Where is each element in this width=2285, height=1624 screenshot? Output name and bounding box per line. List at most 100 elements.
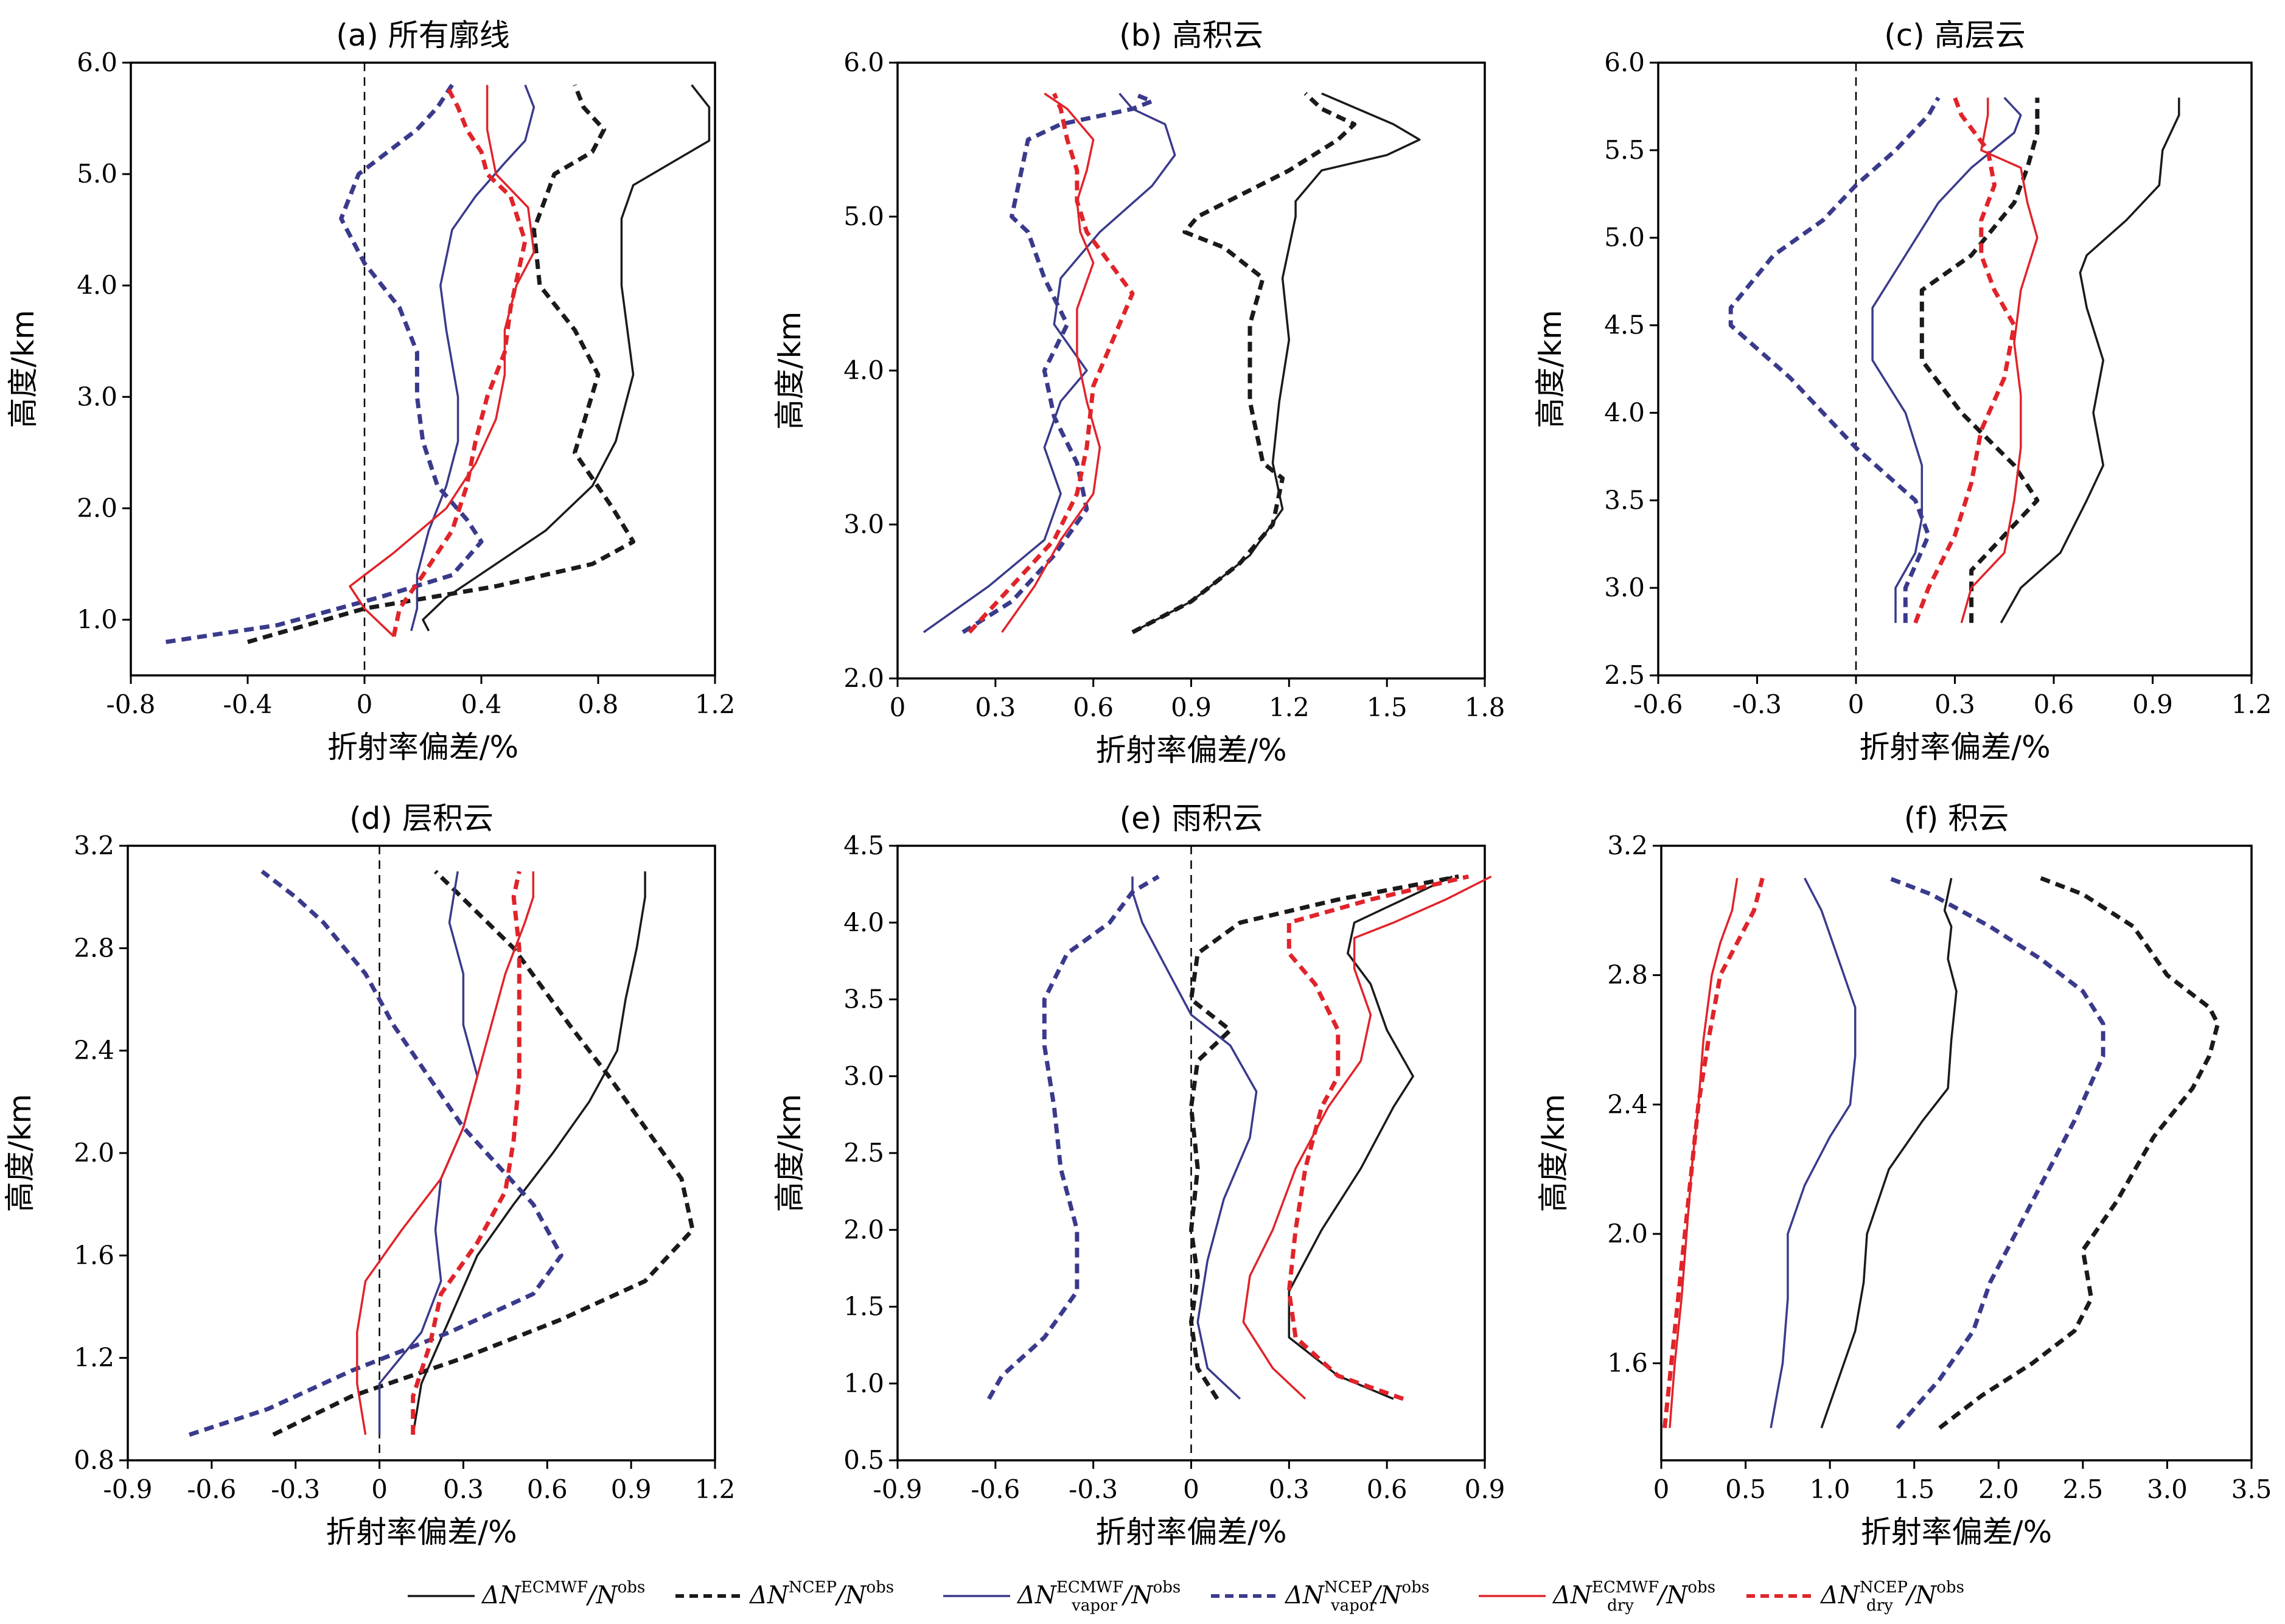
series-line-dry-ecmwf [1242, 875, 1492, 1400]
y-tick-label: 3.5 [843, 985, 884, 1014]
x-tick-label: 0.6 [527, 1474, 568, 1504]
series-line-vapor-ecmwf [1131, 876, 1258, 1400]
y-tick-label: 2.5 [843, 1138, 884, 1168]
panel-title: (a) 所有廓线 [336, 18, 510, 53]
series-line-ncep [1919, 97, 2040, 623]
x-axis-title: 折射率偏差/% [1095, 733, 1286, 768]
y-tick-label: 3.0 [77, 382, 117, 411]
y-tick-label: 5.0 [1604, 223, 1645, 253]
series-line-dry-ncep [968, 92, 1135, 634]
y-tick-label: 2.0 [843, 1215, 884, 1244]
x-tick-label: 0.8 [578, 689, 619, 719]
series-line-ncep [247, 84, 636, 644]
x-tick-label: 0.6 [2034, 689, 2074, 719]
y-tick-label: 6.0 [843, 47, 884, 77]
y-tick-label: 3.0 [843, 1061, 884, 1091]
x-tick-label: 1.2 [695, 1474, 736, 1504]
series-line-vapor-ncep [987, 874, 1160, 1400]
y-tick-label: 2.8 [74, 933, 114, 963]
x-tick-label: 3.0 [2147, 1474, 2188, 1504]
legend-label: ΔNECMWF/Nobs [481, 1578, 645, 1609]
panel-title: (c) 高层云 [1884, 18, 2025, 53]
x-tick-label: 0.9 [1171, 692, 1212, 722]
y-tick-label: 1.0 [77, 604, 117, 634]
y-tick-label: 1.6 [1607, 1348, 1648, 1378]
series-line-vapor-ecmwf [923, 92, 1176, 633]
x-axis-title: 折射率偏差/% [1095, 1514, 1286, 1550]
x-tick-label: 0 [357, 689, 373, 719]
series-line-vapor-ecmwf [1871, 97, 2022, 623]
x-tick-label: -0.3 [1732, 689, 1782, 719]
x-tick-label: 0 [1848, 689, 1865, 719]
y-tick-label: 4.5 [1604, 310, 1645, 340]
y-tick-label: 6.0 [1604, 47, 1645, 77]
x-axis-title: 折射率偏差/% [326, 1514, 517, 1550]
series-line-ecmwf [1820, 877, 1958, 1429]
x-tick-label: 0.3 [1934, 689, 1975, 719]
series-line-ncep [1938, 876, 2220, 1430]
y-tick-label: 2.4 [1607, 1089, 1648, 1119]
series-line-dry-ecmwf [1669, 877, 1739, 1428]
x-tick-label: 0.3 [1269, 1474, 1310, 1504]
y-tick-label: 4.0 [843, 355, 884, 385]
x-axis-title: 折射率偏差/% [327, 730, 518, 765]
series-line-ecmwf [422, 84, 711, 632]
x-tick-label: 0.9 [1465, 1474, 1505, 1504]
y-tick-label: 2.4 [74, 1036, 114, 1065]
x-tick-label: -0.9 [103, 1474, 153, 1504]
y-axis-title: 高度/km [772, 312, 808, 430]
x-tick-label: -0.4 [223, 689, 273, 719]
panel-title: (b) 高积云 [1119, 18, 1263, 53]
x-axis-title: 折射率偏差/% [1859, 730, 2050, 765]
plot-frame [896, 61, 1486, 680]
x-tick-label: 0.6 [1073, 692, 1114, 722]
x-tick-label: -0.6 [1634, 689, 1683, 719]
x-tick-label: 0 [890, 692, 906, 722]
y-tick-label: 4.0 [843, 907, 884, 937]
plot-frame [1660, 845, 2253, 1462]
series-line-vapor-ncep [1888, 876, 2105, 1430]
y-tick-label: 3.5 [1604, 485, 1645, 515]
y-tick-label: 2.5 [1604, 660, 1645, 690]
figure-canvas: -0.8 -0.4 0 0.4 0.8 1.2 1.0 2.0 3.0 4.0 5.0 6.0 (a) … [2, 18, 2272, 1550]
legend-label: ΔNECMWF vapor/Nobs [1016, 1578, 1181, 1615]
x-tick-label: 0.4 [461, 689, 502, 719]
series-line-vapor-ncep [189, 870, 563, 1437]
series-line-dry-ncep [1286, 874, 1470, 1401]
legend-label: ΔNNCEP dry/Nobs [1819, 1578, 1964, 1615]
series-line-dry-ncep [411, 871, 522, 1435]
x-tick-label: 1.2 [1269, 692, 1310, 722]
x-tick-label: 2.5 [2062, 1474, 2103, 1504]
y-tick-label: 4.5 [843, 831, 884, 860]
series-line-ncep [1131, 92, 1357, 635]
series-line-vapor-ecmwf [1770, 877, 1857, 1429]
x-tick-label: 0.6 [1367, 1474, 1408, 1504]
x-tick-label: -0.6 [187, 1474, 236, 1504]
legend-item-ncep: ΔNNCEP/Nobs [675, 1578, 894, 1609]
y-tick-label: 1.6 [74, 1240, 114, 1270]
panel-title: (f) 积云 [1904, 801, 2009, 836]
y-axis-title: 高度/km [5, 310, 41, 428]
y-tick-label: 0.8 [74, 1445, 114, 1475]
legend-label: ΔNNCEP vapor/Nobs [1284, 1578, 1429, 1615]
x-tick-label: 0 [371, 1474, 388, 1504]
x-tick-label: 0 [1653, 1474, 1670, 1504]
y-tick-label: 4.0 [77, 270, 117, 300]
x-tick-label: 3.5 [2231, 1474, 2272, 1504]
legend-item-dry-ncep: ΔNNCEP dry/Nobs [1746, 1578, 1964, 1615]
x-tick-label: 1.0 [1810, 1474, 1851, 1504]
series-line-dry-ncep [1913, 97, 2017, 624]
x-tick-label: -0.3 [271, 1474, 320, 1504]
y-tick-label: 4.0 [1604, 397, 1645, 427]
y-axis-title: 高度/km [1536, 1094, 1571, 1213]
series-line-vapor-ecmwf [410, 84, 535, 632]
panel-title: (e) 雨积云 [1120, 801, 1263, 836]
series-line-ncep [1189, 874, 1459, 1400]
x-tick-label: 0.3 [443, 1474, 484, 1504]
x-tick-label: 2.0 [1978, 1474, 2019, 1504]
y-tick-label: 5.0 [77, 159, 117, 189]
legend-item-vapor-ecmwf: ΔNECMWF vapor/Nobs [943, 1578, 1181, 1615]
legend-label: ΔNECMWF dry/Nobs [1552, 1578, 1715, 1615]
panel-title: (d) 层积云 [349, 801, 494, 836]
x-tick-label: 1.8 [1465, 692, 1505, 722]
